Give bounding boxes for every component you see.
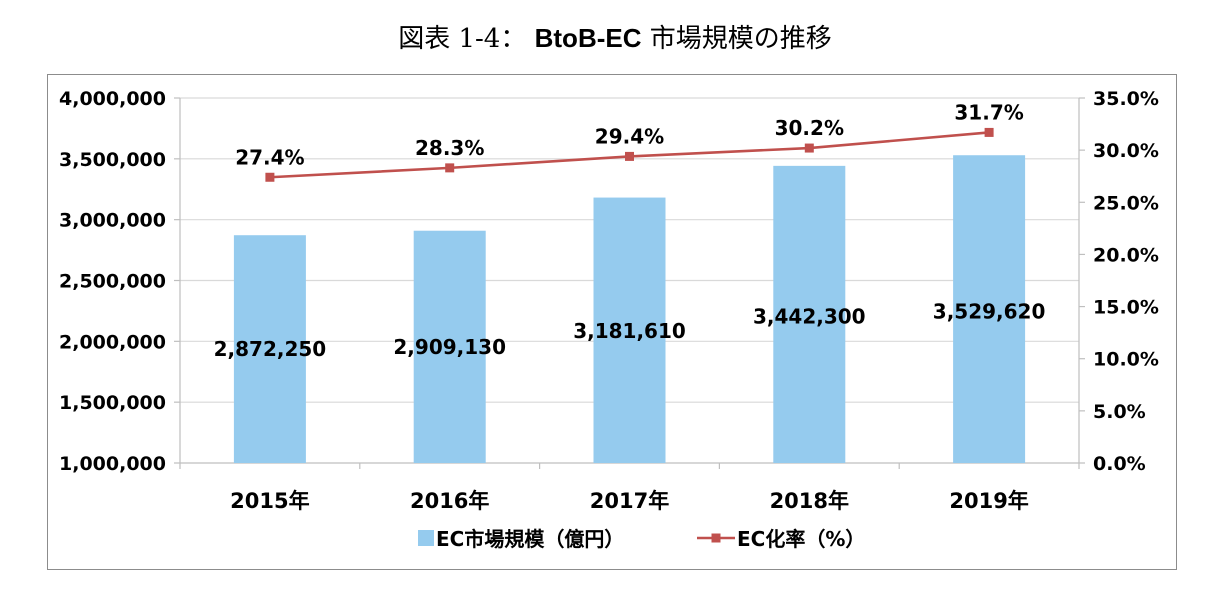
line-data-label: 31.7% — [954, 100, 1023, 124]
title-number: 1-4： — [458, 24, 527, 54]
chart-frame — [47, 74, 1177, 570]
bar-data-label: 3,181,610 — [573, 319, 686, 343]
line-data-label: 29.4% — [595, 124, 664, 148]
bar — [593, 197, 666, 463]
line-point — [265, 172, 275, 182]
x-tick-label: 2017年 — [590, 489, 669, 513]
line-data-label: 28.3% — [415, 136, 484, 160]
line-point — [445, 163, 455, 173]
bar-data-label: 3,529,620 — [933, 299, 1046, 323]
title-bold-part: BtoB-EC — [534, 23, 642, 53]
line-data-label: 30.2% — [775, 116, 844, 140]
line-point — [984, 127, 994, 137]
line-data-label: 27.4% — [235, 145, 304, 169]
bar — [233, 235, 306, 463]
bar-data-label: 3,442,300 — [753, 304, 866, 328]
chart-title: 図表 1-4： BtoB-EC 市場規模の推移 — [0, 18, 1230, 55]
bar — [413, 230, 486, 463]
line-point — [625, 151, 634, 161]
y2-tick-label: 15.0% — [1093, 297, 1159, 319]
legend-line-label: EC化率（%） — [737, 527, 865, 551]
x-tick-label: 2019年 — [949, 489, 1028, 513]
y-tick-label: 4,000,000 — [59, 88, 166, 110]
x-tick-label: 2016年 — [410, 489, 489, 513]
title-prefix: 図表 — [398, 24, 451, 54]
y-tick-label: 1,000,000 — [59, 453, 166, 475]
legend-line-marker — [711, 533, 721, 543]
y-tick-label: 3,000,000 — [59, 210, 166, 232]
bar — [953, 155, 1026, 464]
legend-bar-swatch — [418, 530, 434, 546]
y2-tick-label: 10.0% — [1093, 349, 1159, 371]
y-tick-label: 2,500,000 — [59, 271, 166, 293]
bar-data-label: 2,872,250 — [214, 337, 327, 361]
y-tick-label: 3,500,000 — [59, 149, 166, 171]
y2-tick-label: 30.0% — [1093, 140, 1159, 162]
y-tick-label: 2,000,000 — [59, 331, 166, 353]
bar — [773, 165, 846, 463]
line-point — [804, 143, 814, 153]
y-tick-label: 1,500,000 — [59, 392, 166, 414]
y2-tick-label: 20.0% — [1093, 244, 1159, 266]
y2-tick-label: 0.0% — [1093, 453, 1146, 475]
legend-bar-label: EC市場規模（億円） — [436, 527, 624, 551]
x-tick-label: 2015年 — [230, 489, 309, 513]
y2-tick-label: 35.0% — [1093, 88, 1159, 110]
y2-tick-label: 25.0% — [1093, 192, 1159, 214]
title-suffix: 市場規模の推移 — [649, 24, 832, 54]
y2-tick-label: 5.0% — [1093, 401, 1146, 423]
x-tick-label: 2018年 — [770, 489, 849, 513]
bar-data-label: 2,909,130 — [393, 335, 506, 359]
